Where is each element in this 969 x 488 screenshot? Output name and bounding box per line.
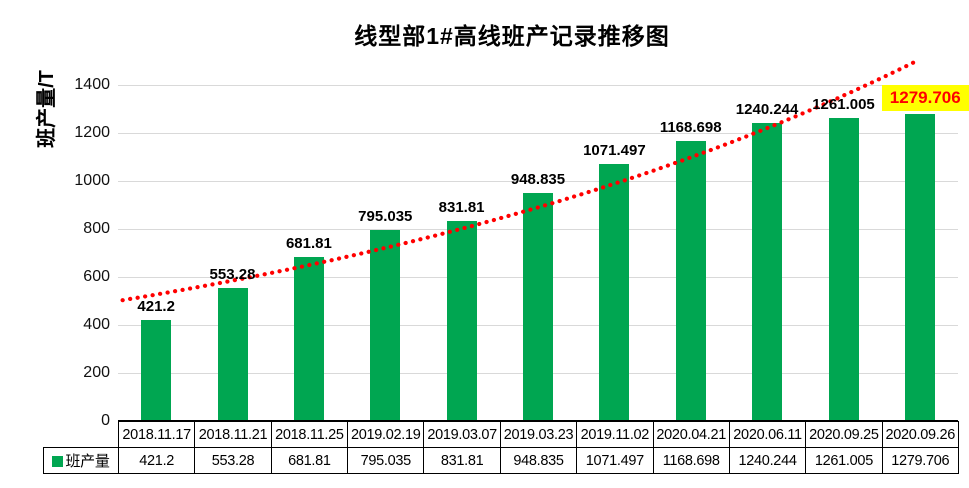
table-value-cell: 831.81	[423, 447, 501, 474]
table-date-cell: 2020.09.26	[881, 421, 959, 448]
grid-line	[118, 85, 958, 86]
bar	[599, 163, 630, 420]
y-axis-title: 班产量/T	[36, 70, 58, 148]
table-date-cell: 2020.09.25	[805, 421, 883, 448]
y-tick-label: 0	[101, 412, 110, 429]
legend-cell: 班产量	[43, 447, 119, 474]
table-value-cell: 1261.005	[805, 447, 883, 474]
bar	[523, 193, 553, 420]
y-tick-label: 200	[83, 364, 110, 381]
bar	[370, 230, 401, 420]
bar-label: 553.28	[209, 266, 256, 284]
table-value-cell: 553.28	[194, 447, 272, 474]
table-date-cell: 2019.11.02	[576, 421, 654, 448]
bar	[675, 140, 706, 420]
table-value-cell: 948.835	[499, 447, 578, 474]
bar-label: 681.81	[285, 235, 332, 253]
bar-label: 948.835	[510, 171, 566, 189]
bar-label: 831.81	[438, 199, 485, 217]
bar-label: 1240.244	[735, 101, 799, 119]
table-date-cell: 2020.06.11	[728, 421, 807, 448]
table-date-cell: 2018.11.17	[117, 421, 196, 448]
data-table: 2018.11.17 2018.11.21 2018.11.25 2019.02.19…	[43, 421, 959, 474]
bar	[904, 113, 935, 420]
table-value-cell: 1168.698	[652, 447, 730, 474]
table-date-cell: 2020.04.21	[652, 421, 730, 448]
table-spacer-cell	[44, 422, 119, 448]
bar	[293, 257, 324, 420]
table-value-cell: 795.035	[347, 447, 425, 474]
y-tick-label: 600	[83, 268, 110, 285]
table-date-cell: 2018.11.21	[194, 421, 272, 448]
table-date-cell: 2019.03.23	[499, 421, 578, 448]
table-value-cell: 681.81	[270, 447, 349, 474]
table-value-cell: 1071.497	[576, 447, 654, 474]
table-value-cell: 1240.244	[728, 447, 807, 474]
table-date-cell: 2018.11.25	[270, 421, 349, 448]
bar	[217, 288, 248, 420]
bar	[446, 221, 477, 420]
bar	[752, 123, 783, 420]
bar-label: 1071.497	[583, 141, 646, 159]
y-tick-label: 1400	[74, 76, 110, 93]
bar-label: 1261.005	[812, 96, 875, 114]
table-value-cell: 1279.706	[881, 447, 959, 474]
bar-label-highlighted: 1279.706	[881, 84, 969, 111]
y-tick-label: 1200	[74, 124, 110, 141]
bar-label: 795.035	[358, 208, 413, 226]
y-tick-label: 400	[83, 316, 110, 333]
legend-swatch-icon	[52, 456, 64, 467]
table-date-cell: 2019.03.07	[423, 421, 501, 448]
bar-label: 421.2	[137, 297, 175, 315]
bar-label: 1168.698	[659, 118, 722, 136]
y-tick-label: 1000	[74, 172, 110, 189]
legend-label: 班产量	[65, 453, 110, 470]
y-tick-label: 800	[83, 220, 110, 237]
table-value-cell: 421.2	[117, 447, 196, 474]
bar	[141, 319, 172, 420]
table-date-cell: 2019.02.19	[347, 421, 425, 448]
bar	[828, 118, 859, 420]
chart-title: 线型部1#高线班产记录推移图	[354, 23, 670, 49]
